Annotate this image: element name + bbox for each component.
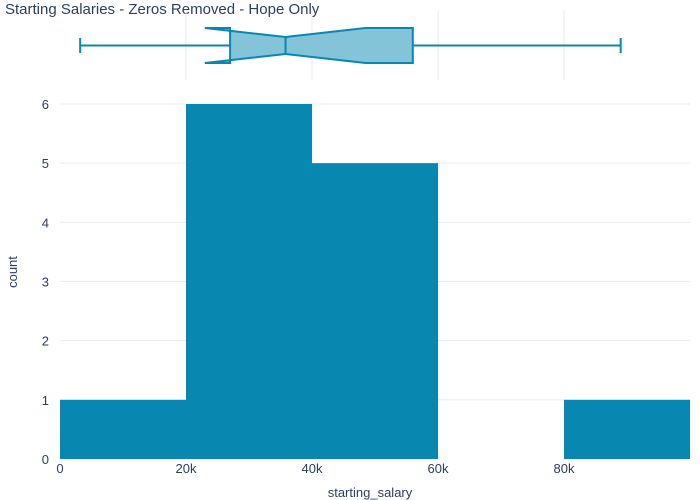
x-tick-label: 80k	[554, 461, 575, 476]
histogram-bar[interactable]	[564, 399, 690, 459]
y-tick-label: 5	[42, 156, 49, 171]
boxplot-box[interactable]	[204, 27, 414, 64]
tick-layer: 0 20k 40k 60k 80k 0 1 2 3 4 5 6	[42, 97, 575, 476]
x-tick-label: 40k	[302, 461, 323, 476]
histogram-bar[interactable]	[60, 399, 186, 459]
x-axis-title: starting_salary	[328, 485, 413, 500]
x-tick-label: 0	[56, 461, 63, 476]
bar-layer	[60, 104, 690, 459]
y-tick-label: 3	[42, 275, 49, 290]
y-tick-label: 1	[42, 393, 49, 408]
y-tick-label: 4	[42, 215, 49, 230]
boxplot	[79, 27, 622, 64]
y-tick-label: 2	[42, 334, 49, 349]
x-tick-label: 20k	[176, 461, 197, 476]
chart-title: Starting Salaries - Zeros Removed - Hope…	[5, 1, 320, 18]
histogram-bar[interactable]	[186, 104, 312, 459]
y-tick-label: 0	[42, 452, 49, 467]
y-tick-label: 6	[42, 97, 49, 112]
histogram-bar[interactable]	[312, 163, 438, 459]
y-axis-title: count	[5, 256, 20, 288]
x-tick-label: 60k	[428, 461, 449, 476]
